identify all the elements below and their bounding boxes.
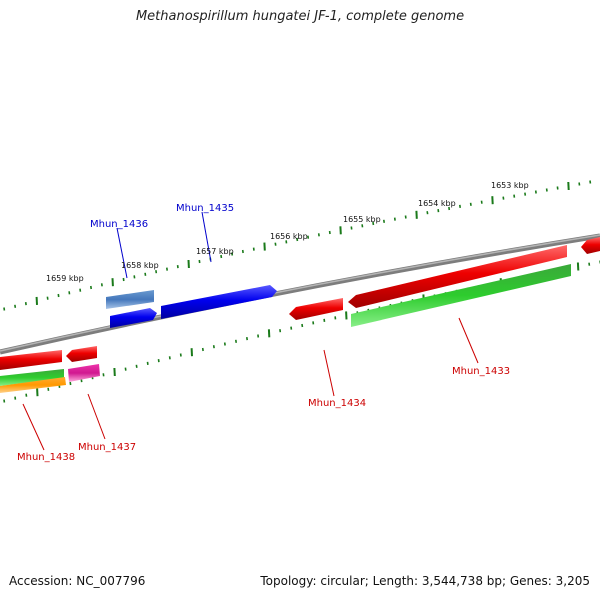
gene-label-mhun-1435[interactable]: Mhun_1435	[176, 203, 234, 214]
map-title: Methanospirillum hungatei JF-1, complete…	[135, 9, 465, 24]
gene-leader-lines	[22, 211, 479, 451]
kbp-label-1654: 1654 kbp	[418, 199, 456, 208]
cds-mhun-1438[interactable]	[0, 350, 62, 370]
rna-track-mhun-1438	[0, 377, 66, 393]
cds-mhun-1433[interactable]	[348, 245, 567, 308]
kbp-label-1659: 1659 kbp	[46, 274, 84, 283]
outer-ruler	[3, 180, 592, 311]
kbp-label-1655: 1655 kbp	[343, 215, 381, 224]
kbp-label-1658: 1658 kbp	[121, 261, 159, 270]
accession-text: Accession: NC_007796	[9, 574, 146, 588]
cds-partial-right	[581, 237, 600, 254]
gene-label-mhun-1437[interactable]: Mhun_1437	[78, 442, 136, 453]
genome-backbone-highlight	[0, 234, 600, 352]
gene-label-mhun-1433[interactable]: Mhun_1433	[452, 366, 510, 377]
gene-label-mhun-1434[interactable]: Mhun_1434	[308, 398, 366, 409]
pseudo-track-mhun-1437	[68, 364, 100, 382]
cds-mhun-1436[interactable]	[110, 308, 157, 328]
kbp-label-1657: 1657 kbp	[196, 247, 234, 256]
gene-track-mhun-1438	[0, 369, 64, 386]
cds-mhun-1434[interactable]	[289, 298, 343, 320]
topology-text: Topology: circular; Length: 3,544,738 bp…	[260, 574, 590, 588]
cds-mhun-1437[interactable]	[66, 346, 97, 362]
gene-label-mhun-1436[interactable]: Mhun_1436	[90, 219, 148, 230]
kbp-label-1656: 1656 kbp	[270, 232, 308, 241]
cds-mhun-1435[interactable]	[161, 285, 277, 319]
kbp-label-1653: 1653 kbp	[491, 181, 529, 190]
gene-track-mhun-1433	[351, 264, 571, 327]
genome-backbone	[0, 233, 600, 355]
gene-track-mhun-1436	[106, 290, 154, 309]
gene-label-mhun-1438[interactable]: Mhun_1438	[17, 452, 75, 463]
